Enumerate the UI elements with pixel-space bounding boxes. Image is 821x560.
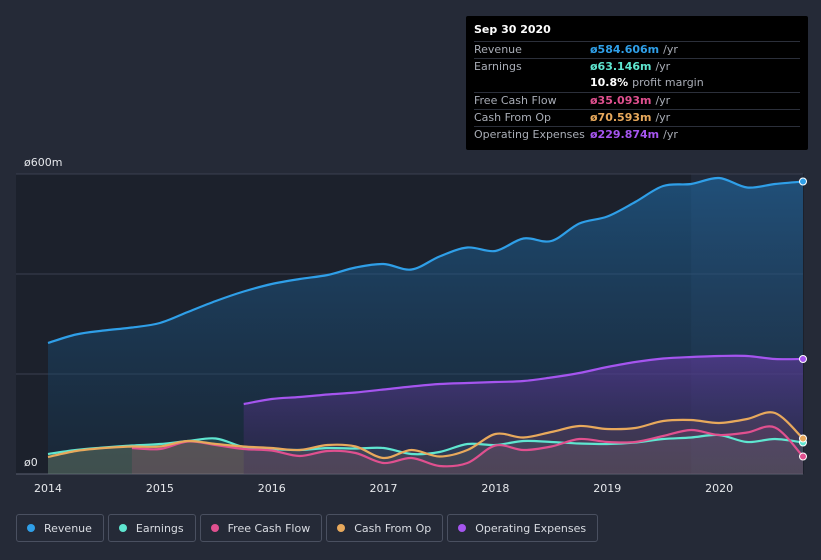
tooltip: Sep 30 2020 Revenue ø584.606m/yr Earnings ø… <box>466 16 808 150</box>
tooltip-row-value: ø70.593m <box>590 111 652 124</box>
tooltip-row-value: ø35.093m <box>590 94 652 107</box>
tooltip-row-unit: /yr <box>663 128 678 141</box>
legend: Revenue Earnings Free Cash Flow Cash From O… <box>16 514 599 542</box>
x-tick-label: 2014 <box>34 482 62 495</box>
tooltip-row-label: Operating Expenses <box>474 128 585 141</box>
legend-item-operating-expenses[interactable]: Operating Expenses <box>447 514 599 542</box>
revenue-line <box>47 176 804 345</box>
tooltip-row-cash-from-op: Cash From Op ø70.593m/yr <box>474 109 800 126</box>
operating-expenses-end-dot <box>799 355 807 363</box>
tooltip-row-unit: /yr <box>655 60 671 73</box>
tooltip-row-label: Cash From Op <box>474 111 552 124</box>
legend-label: Cash From Op <box>354 521 432 535</box>
tooltip-row-profit-margin: 10.8% profit margin <box>474 75 800 92</box>
tooltip-date: Sep 30 2020 <box>474 23 551 36</box>
tooltip-row-unit: /yr <box>655 111 671 124</box>
series-end-dots <box>799 177 807 461</box>
tooltip-row-label: Earnings <box>474 60 522 73</box>
legend-item-free-cash-flow[interactable]: Free Cash Flow <box>199 514 323 542</box>
series-lines <box>47 176 804 468</box>
legend-dot-icon <box>210 524 219 532</box>
x-tick-label: 2017 <box>370 482 398 495</box>
legend-label: Free Cash Flow <box>227 521 311 535</box>
x-tick-label: 2015 <box>146 482 174 495</box>
tooltip-row-value: ø63.146m <box>590 60 652 73</box>
x-tick-label: 2016 <box>258 482 286 495</box>
legend-dot-icon <box>27 524 35 532</box>
operating-expenses-area <box>243 355 803 474</box>
tooltip-row-value: ø229.874m <box>590 128 660 141</box>
x-tick-label: 2020 <box>705 482 733 495</box>
legend-label: Revenue <box>44 521 92 535</box>
tooltip-rows: Revenue ø584.606m/yr Earnings ø63.146m/yr 10… <box>474 41 800 143</box>
tooltip-row-label <box>474 75 590 92</box>
free-cash-flow-end-dot <box>799 452 807 461</box>
legend-item-earnings[interactable]: Earnings <box>107 514 196 542</box>
tooltip-row-unit: /yr <box>663 43 678 56</box>
operating-expenses-line <box>243 354 804 406</box>
cash-from-op-end-dot <box>799 434 807 443</box>
y-tick-label-zero: ø0 <box>24 456 38 469</box>
cash-from-op-line <box>47 411 804 460</box>
tooltip-row-value: ø584.606m <box>590 43 660 56</box>
tooltip-row-unit: /yr <box>655 94 671 107</box>
tooltip-row-unit: profit margin <box>632 76 704 89</box>
legend-item-revenue[interactable]: Revenue <box>16 514 104 542</box>
tooltip-row-label: Revenue <box>474 43 522 56</box>
x-axis-ticks: 2014 2015 2016 2017 2018 2019 2020 <box>34 482 733 495</box>
free-cash-flow-line <box>131 425 804 468</box>
legend-item-cash-from-op[interactable]: Cash From Op <box>326 514 444 542</box>
revenue-end-dot <box>799 177 807 186</box>
y-tick-label-top: ø600m <box>24 156 62 169</box>
legend-label: Operating Expenses <box>475 521 587 535</box>
x-tick-label: 2019 <box>593 482 621 495</box>
legend-label: Earnings <box>135 521 184 535</box>
tooltip-row-value: 10.8% <box>590 76 629 89</box>
tooltip-row-earnings: Earnings ø63.146m/yr <box>474 58 800 75</box>
legend-dot-icon <box>337 524 346 532</box>
legend-dot-icon <box>118 524 127 532</box>
x-tick-label: 2018 <box>481 482 509 495</box>
series-areas <box>48 177 803 474</box>
tooltip-row-operating-expenses: Operating Expenses ø229.874m/yr <box>474 126 800 143</box>
legend-dot-icon <box>458 524 467 532</box>
tooltip-row-label: Free Cash Flow <box>474 94 557 107</box>
tooltip-row-free-cash-flow: Free Cash Flow ø35.093m/yr <box>474 92 800 109</box>
tooltip-row-revenue: Revenue ø584.606m/yr <box>474 41 800 58</box>
